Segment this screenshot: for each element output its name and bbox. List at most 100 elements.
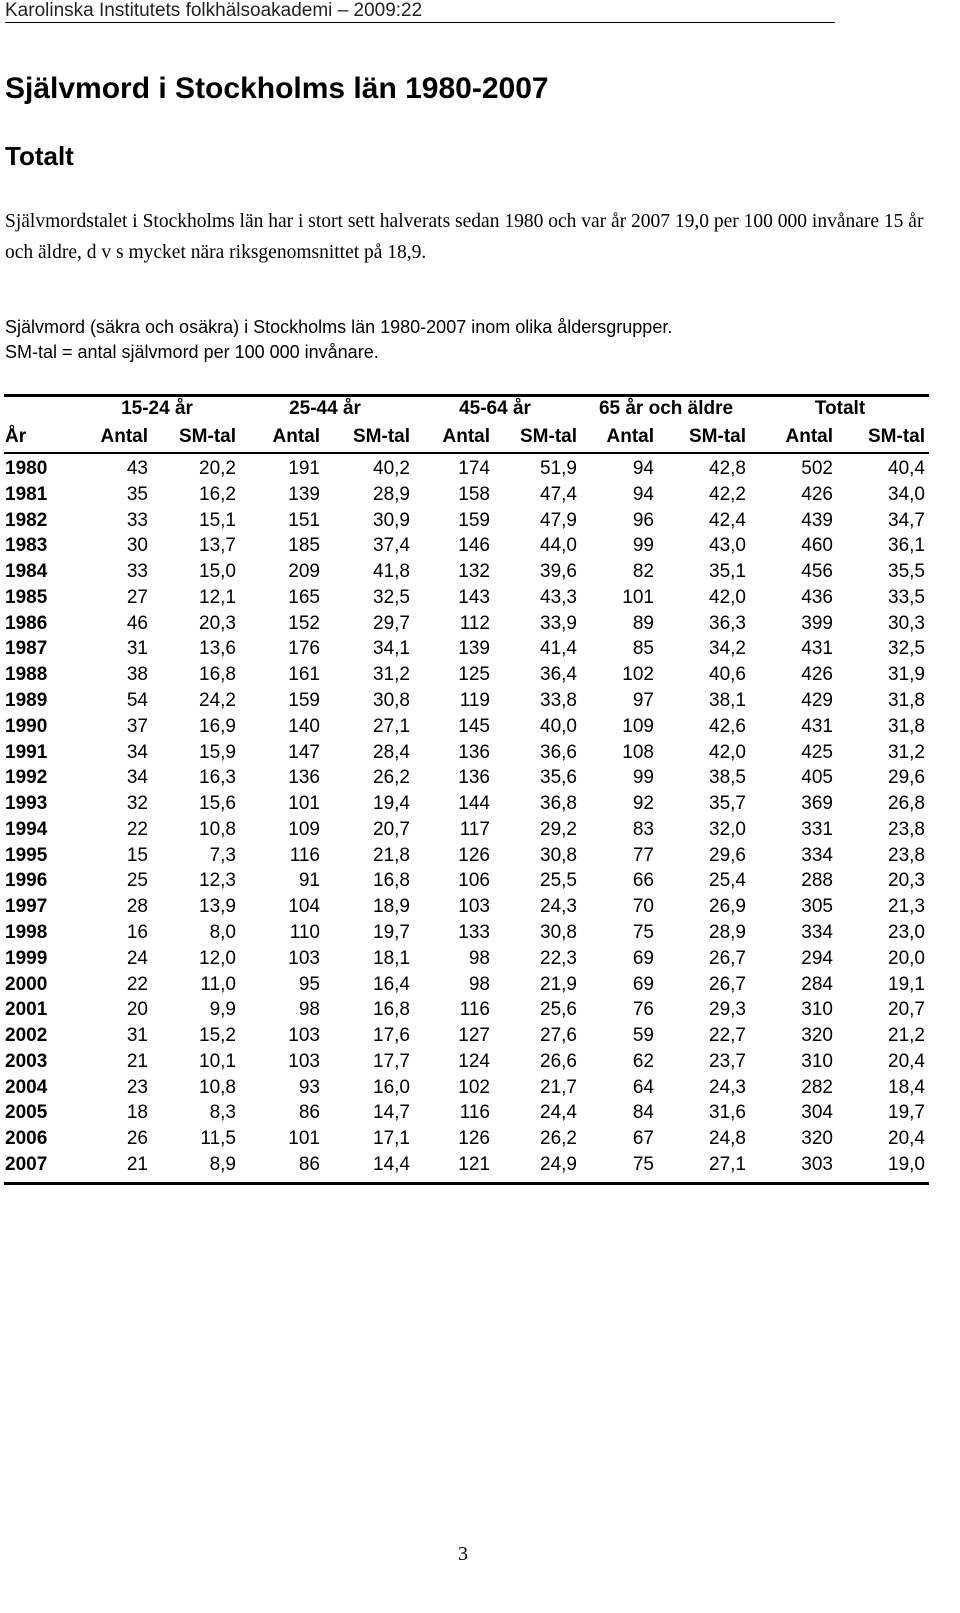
column-header: Antal [442, 426, 491, 447]
table-cell: 43,3 [540, 586, 577, 608]
table-cell: 42,8 [709, 458, 746, 479]
table-cell: 101 [288, 1128, 320, 1150]
table-cell: 21,8 [373, 844, 410, 866]
table-cell: 310 [801, 1050, 833, 1072]
table-cell: 42,0 [709, 586, 746, 608]
column-header: Antal [785, 426, 834, 447]
table-cell: 136 [288, 767, 320, 789]
table-cell: 34 [126, 741, 148, 763]
table-cell: 16,8 [373, 999, 410, 1021]
table-cell: 27,1 [709, 1154, 746, 1175]
table-cell: 42,4 [709, 509, 746, 531]
table-cell: 26 [126, 1128, 148, 1150]
table-cell: 334 [801, 844, 833, 866]
table-cell: 13,9 [199, 896, 236, 918]
table-cell: 158 [458, 483, 490, 505]
table-cell: 125 [458, 664, 490, 686]
table-cell: 14,4 [373, 1154, 410, 1175]
table-cell: 19,1 [888, 973, 925, 995]
table-cell: 18,1 [373, 947, 410, 969]
table-cell: 20,0 [888, 947, 925, 969]
column-header: SM-tal [353, 426, 410, 447]
table-cell: 26,6 [540, 1050, 577, 1072]
table-cell: 40,4 [888, 458, 925, 479]
column-header: Antal [606, 426, 655, 447]
table-cell: 16,3 [199, 767, 236, 789]
row-year: 1982 [5, 509, 48, 531]
table-cell: 161 [288, 664, 320, 686]
table-cell: 109 [288, 818, 320, 840]
table-cell: 127 [458, 1025, 490, 1047]
column-header: Antal [100, 426, 149, 447]
table-cell: 159 [458, 509, 490, 531]
table-cell: 116 [289, 844, 320, 866]
table-cell: 35,7 [709, 793, 746, 815]
table-cell: 12,0 [199, 947, 236, 969]
table-cell: 31,8 [888, 715, 925, 737]
table-cell: 47,4 [540, 483, 577, 505]
row-year: 2001 [5, 999, 48, 1021]
table-cell: 294 [801, 947, 833, 969]
row-year: 1980 [5, 458, 48, 479]
table-cell: 133 [458, 922, 490, 943]
table-cell: 59 [632, 1025, 654, 1047]
table-cell: 103 [288, 1025, 320, 1047]
table-cell: 29,7 [373, 612, 410, 634]
title: Självmord i Stockholms län 1980-2007 [5, 72, 549, 105]
table-cell: 136 [458, 741, 490, 763]
table-cell: 12,3 [199, 870, 236, 892]
table-cell: 426 [801, 664, 833, 686]
table-cell: 16,0 [373, 1076, 410, 1098]
table-cell: 143 [458, 586, 490, 608]
table-cell: 121 [458, 1154, 490, 1175]
table-cell: 34,2 [709, 638, 746, 660]
table-cell: 8,0 [209, 922, 236, 943]
table-cell: 42,0 [709, 741, 746, 763]
table-cell: 191 [288, 458, 320, 479]
table-cell: 14,7 [373, 1102, 410, 1124]
table-cell: 21 [126, 1050, 148, 1072]
table-cell: 17,6 [373, 1025, 410, 1047]
caption: Självmord (säkra och osäkra) i Stockholm… [5, 317, 673, 337]
table-cell: 139 [458, 638, 490, 660]
table-cell: 320 [801, 1025, 833, 1047]
table-cell: 20,4 [888, 1050, 925, 1072]
group-header: Totalt [814, 398, 866, 419]
table-cell: 282 [801, 1076, 833, 1098]
table-cell: 10,8 [199, 1076, 236, 1098]
table-cell: 8,9 [209, 1154, 236, 1175]
table-cell: 101 [288, 793, 320, 815]
column-header: SM-tal [689, 426, 746, 447]
table-rule [4, 452, 929, 454]
table-cell: 22 [126, 818, 148, 840]
table-cell: 39,6 [540, 561, 577, 583]
table-cell: 41,4 [540, 638, 577, 660]
table-cell: 26,7 [709, 947, 746, 969]
table-cell: 23 [126, 1076, 148, 1098]
table-cell: 15,6 [199, 793, 236, 815]
table-cell: 28 [126, 896, 148, 918]
table-cell: 20,7 [373, 818, 410, 840]
table-cell: 15 [126, 844, 148, 866]
table-cell: 26,2 [540, 1128, 577, 1150]
table-cell: 31,2 [888, 741, 925, 763]
table-cell: 405 [801, 767, 833, 789]
table-cell: 99 [632, 767, 654, 789]
table-cell: 34,1 [373, 638, 410, 660]
table-cell: 460 [801, 535, 833, 557]
table-cell: 96 [632, 509, 654, 531]
table-cell: 24,9 [540, 1154, 577, 1175]
table-cell: 21 [126, 1154, 148, 1175]
table-cell: 26,8 [888, 793, 925, 815]
table-cell: 116 [459, 1102, 490, 1124]
table-cell: 24,4 [540, 1102, 577, 1124]
table-cell: 23,7 [709, 1050, 746, 1072]
group-header: 65 år och äldre [598, 398, 734, 419]
row-year: 1990 [5, 715, 48, 737]
group-header: 25-44 år [289, 398, 361, 419]
running-header: Karolinska Institutets folkhälsoakademi … [5, 0, 423, 21]
table-cell: 7,3 [209, 844, 236, 866]
paragraph: Självmordstalet i Stockholms län har i s… [5, 211, 924, 263]
table-cell: 62 [632, 1050, 654, 1072]
table-cell: 19,7 [373, 922, 410, 943]
